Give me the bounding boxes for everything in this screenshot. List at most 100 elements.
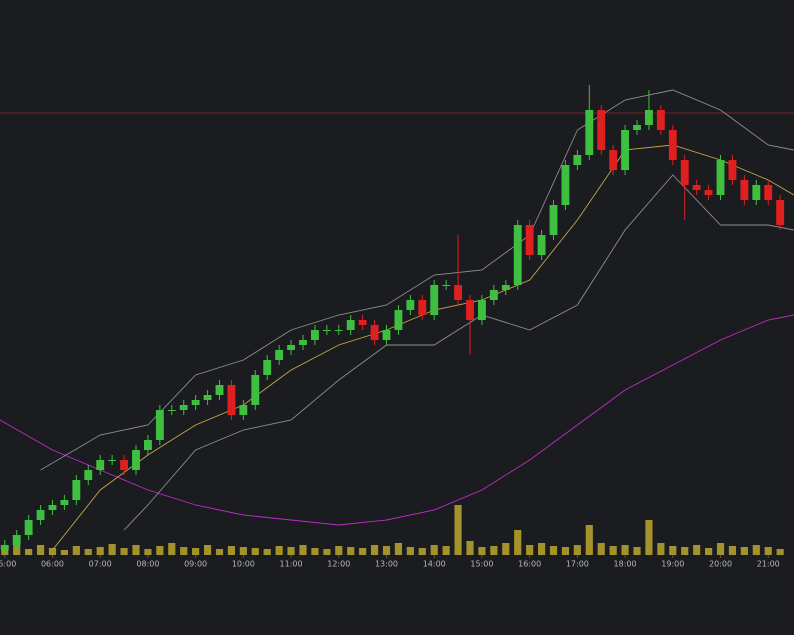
x-tick-label: 12:00 — [327, 560, 350, 569]
candle-body — [203, 395, 212, 400]
volume-bar — [84, 549, 92, 555]
volume-bar — [609, 546, 617, 555]
candle-body — [96, 460, 105, 470]
candle-body — [84, 470, 93, 480]
candle-body — [537, 235, 546, 255]
volume-bar — [60, 550, 68, 555]
candle-body — [668, 130, 677, 160]
candle-body — [48, 505, 57, 510]
candle-body — [382, 330, 391, 340]
volume-bar — [156, 546, 164, 555]
candle-body — [251, 375, 260, 405]
candle-body — [191, 400, 200, 405]
volume-bar — [335, 546, 343, 555]
candle-body — [704, 190, 713, 195]
volume-bar — [716, 543, 725, 555]
indicator-line — [123, 174, 794, 531]
candle-body — [406, 300, 415, 310]
volume-bar — [406, 547, 414, 555]
candle-body — [573, 155, 582, 165]
volume-bar — [776, 549, 784, 555]
volume-bar — [430, 545, 438, 555]
x-tick-label: 18:00 — [614, 560, 637, 569]
candle-body — [489, 290, 498, 300]
volume-bar — [693, 545, 701, 555]
volume-bar — [705, 548, 713, 555]
candle-body — [346, 320, 355, 330]
candle-body — [24, 520, 33, 535]
volume-bar — [192, 548, 200, 555]
volume-bar — [370, 545, 379, 555]
volume-bar — [645, 520, 653, 555]
volume-bar — [394, 543, 403, 555]
candle-body — [143, 440, 152, 450]
volume-bar — [764, 547, 772, 555]
volume-bar — [466, 541, 474, 555]
candle-body — [430, 285, 439, 315]
volume-bar — [96, 547, 104, 555]
volume-bar — [561, 547, 570, 555]
volume-bar — [597, 543, 605, 555]
volume-bar — [382, 546, 391, 555]
candle-body — [227, 385, 236, 415]
volume-bar — [239, 547, 247, 555]
candle-body — [728, 160, 737, 180]
candle-body — [299, 340, 307, 345]
volume-bar — [502, 543, 510, 555]
x-tick-label: 13:00 — [375, 560, 398, 569]
candle-body — [645, 110, 653, 125]
volume-bar — [311, 548, 319, 555]
volume-bar — [227, 546, 236, 555]
candle-body — [692, 185, 701, 190]
volume-bar — [514, 530, 522, 555]
volume-bar — [275, 546, 283, 555]
candle-body — [442, 285, 451, 286]
candle-body — [609, 150, 618, 170]
x-tick-label: 10:00 — [232, 560, 255, 569]
x-tick-label: 21:00 — [757, 560, 780, 569]
volume-bar — [347, 547, 355, 555]
candle-body — [466, 300, 474, 320]
x-tick-label: 05:00 — [0, 560, 16, 569]
candle-body — [36, 510, 45, 520]
volume-bar — [669, 546, 677, 555]
volume-bar — [442, 546, 450, 555]
x-tick-label: 06:00 — [41, 560, 64, 569]
candle-body — [263, 360, 272, 375]
volume-bar — [323, 549, 331, 555]
volume-bar — [180, 547, 188, 555]
candle-body — [394, 310, 403, 330]
candle-body — [72, 480, 81, 500]
x-tick-label: 15:00 — [470, 560, 493, 569]
candle-body — [0, 545, 9, 550]
candle-body — [239, 405, 248, 415]
candle-body — [549, 205, 558, 235]
candle-body — [60, 500, 69, 505]
candle-body — [322, 330, 331, 331]
candle-body — [132, 450, 140, 470]
volume-bar — [621, 545, 629, 555]
volume-bar — [728, 546, 737, 555]
candle-body — [585, 110, 594, 155]
candle-body — [167, 410, 176, 411]
volume-bar — [633, 547, 641, 555]
x-tick-label: 16:00 — [518, 560, 541, 569]
candle-body — [454, 285, 463, 300]
x-tick-label: 11:00 — [280, 560, 303, 569]
volume-bar — [526, 545, 534, 555]
volume-bar — [108, 544, 116, 555]
x-tick-label: 09:00 — [184, 560, 207, 569]
volume-bar — [251, 548, 259, 555]
indicator-line — [40, 89, 794, 471]
volume-bar — [144, 549, 152, 555]
candle-body — [310, 330, 319, 340]
volume-bar — [549, 546, 558, 555]
volume-bar — [538, 543, 546, 555]
candle-body — [275, 350, 284, 360]
volume-bar — [72, 546, 80, 555]
x-tick-label: 19:00 — [661, 560, 684, 569]
candle-body — [108, 460, 117, 461]
candle-body — [358, 320, 367, 325]
candle-body — [477, 300, 486, 320]
